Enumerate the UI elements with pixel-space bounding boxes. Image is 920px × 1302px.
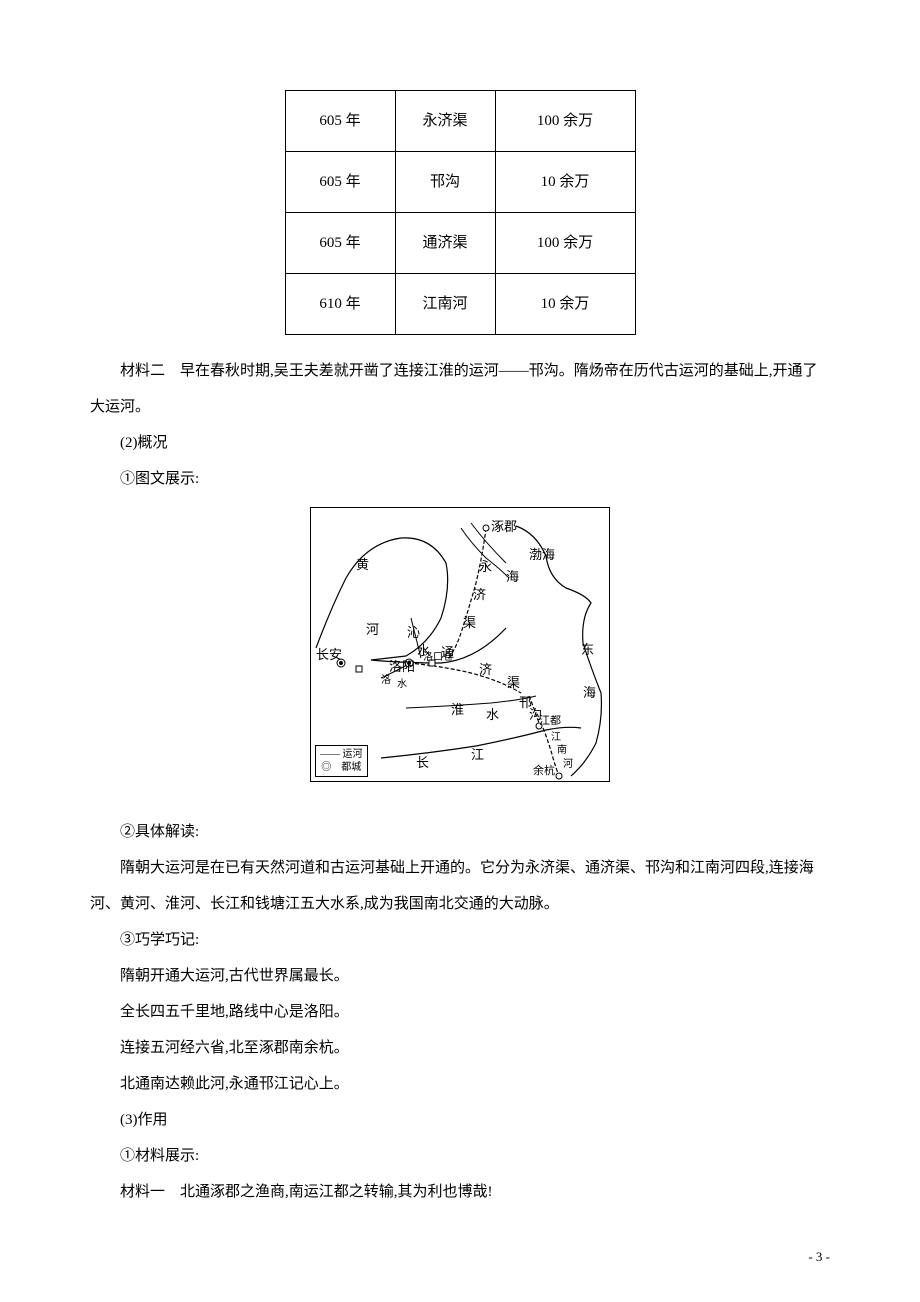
legend-row: ◎ 都城 <box>320 761 363 774</box>
cell: 605 年 <box>285 91 395 152</box>
cell: 610 年 <box>285 274 395 335</box>
material-1: 材料一 北通涿郡之渔商,南运江都之转输,其为利也博哉! <box>90 1174 830 1210</box>
verse-line: 连接五河经六省,北至涿郡南余杭。 <box>90 1030 830 1066</box>
cell: 江南河 <box>395 274 495 335</box>
map-label-qin: 沁 <box>407 626 420 639</box>
map-label-changan: 长安 <box>316 648 342 661</box>
subheading: ②具体解读: <box>90 814 830 850</box>
verse-line: 全长四五千里地,路线中心是洛阳。 <box>90 994 830 1030</box>
table-row: 605 年 通济渠 100 余万 <box>285 213 635 274</box>
material-2: 材料二 早在春秋时期,吴王夫差就开凿了连接江淮的运河——邗沟。隋炀帝在历代古运河… <box>90 353 830 425</box>
map-label-huang: 黄 <box>356 558 369 571</box>
map-label-qu: 渠 <box>463 616 476 629</box>
map-label-he: 河 <box>366 623 379 636</box>
cell: 100 余万 <box>495 91 635 152</box>
map-container: 涿郡 渤海 海 黄 河 永 济 渠 沁 水 通 长安 洛阳 洛口仓 洛 水 济 … <box>90 507 830 796</box>
map-label-luoyang: 洛阳 <box>389 660 415 673</box>
cell: 通济渠 <box>395 213 495 274</box>
cell: 永济渠 <box>395 91 495 152</box>
map-label-shui2: 水 <box>397 680 407 690</box>
heading-3: (3)作用 <box>90 1102 830 1138</box>
legend-row: —— 运河 <box>320 748 363 761</box>
cell: 10 余万 <box>495 152 635 213</box>
map-label-haihe: 海 <box>506 570 519 583</box>
map-label-ji2: 济 <box>479 663 492 676</box>
cell: 605 年 <box>285 152 395 213</box>
cell: 邗沟 <box>395 152 495 213</box>
table-row: 610 年 江南河 10 余万 <box>285 274 635 335</box>
subheading: ①材料展示: <box>90 1138 830 1174</box>
map-label-yong: 永 <box>479 560 492 573</box>
map-label-jiangdu: 江都 <box>539 716 561 727</box>
subheading: ③巧学巧记: <box>90 922 830 958</box>
map-label-bohai: 渤海 <box>529 548 555 561</box>
cell: 100 余万 <box>495 213 635 274</box>
map-label-jiang2: 江 <box>471 748 484 761</box>
canal-map: 涿郡 渤海 海 黄 河 永 济 渠 沁 水 通 长安 洛阳 洛口仓 洛 水 济 … <box>310 507 610 782</box>
cell: 10 余万 <box>495 274 635 335</box>
map-label-luokou: 洛口仓 <box>423 653 453 663</box>
map-label-shui3: 水 <box>486 708 499 721</box>
map-label-ji: 济 <box>473 588 486 601</box>
heading-2: (2)概况 <box>90 425 830 461</box>
map-label-hai2: 海 <box>583 686 596 699</box>
verse-line: 北通南达赖此河,永通邗江记心上。 <box>90 1066 830 1102</box>
map-label-huai: 淮 <box>451 703 464 716</box>
map-svg <box>311 508 610 782</box>
map-label-nan: 南 <box>557 746 567 756</box>
map-label-zhuo: 涿郡 <box>491 520 517 533</box>
map-label-yuhang: 余杭 <box>533 766 555 777</box>
page-number: - 3 - <box>808 1241 830 1272</box>
map-label-qu2: 渠 <box>507 676 520 689</box>
table-row: 605 年 邗沟 10 余万 <box>285 152 635 213</box>
text: 材料二 早在春秋时期,吴王夫差就开凿了连接江淮的运河——邗沟。隋炀帝在历代古运河… <box>90 363 818 415</box>
map-label-luo: 洛 <box>381 676 391 686</box>
map-label-jiang: 江 <box>551 733 561 743</box>
cell: 605 年 <box>285 213 395 274</box>
map-label-donghai: 东 <box>581 643 594 656</box>
subheading: ①图文展示: <box>90 461 830 497</box>
verse-line: 隋朝开通大运河,古代世界属最长。 <box>90 958 830 994</box>
table-row: 605 年 永济渠 100 余万 <box>285 91 635 152</box>
body-text: 隋朝大运河是在已有天然河道和古运河基础上开通的。它分为永济渠、通济渠、邗沟和江南… <box>90 850 830 922</box>
map-legend: —— 运河 ◎ 都城 <box>315 745 368 777</box>
canal-table: 605 年 永济渠 100 余万 605 年 邗沟 10 余万 605 年 通济… <box>285 90 636 335</box>
map-label-he2: 河 <box>563 760 573 770</box>
map-label-chang: 长 <box>416 756 429 769</box>
